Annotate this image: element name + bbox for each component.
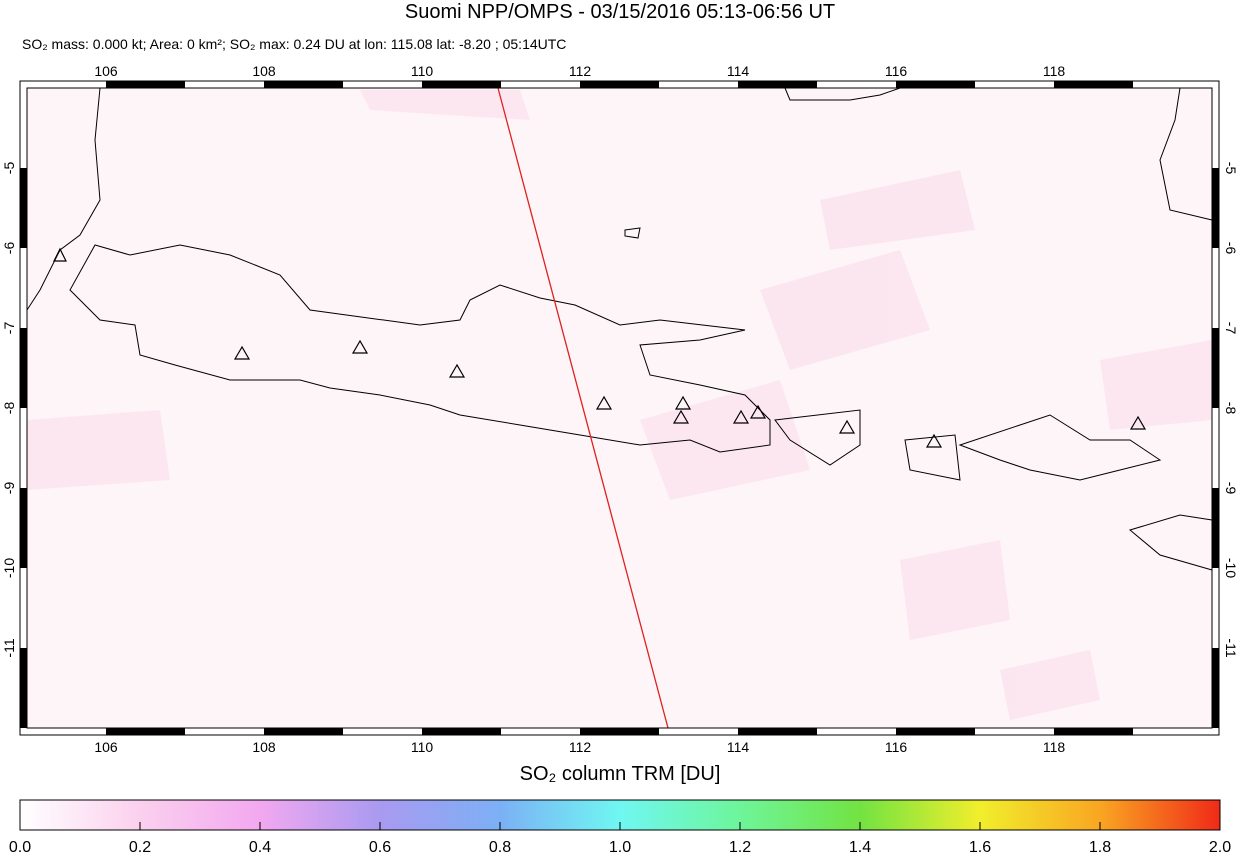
x-tick-label: 110 xyxy=(411,63,434,79)
frame-segment xyxy=(20,648,27,728)
orbit-track xyxy=(497,87,669,729)
x-tick-label: 112 xyxy=(569,63,592,79)
frame-segment xyxy=(580,728,659,735)
frame-segment xyxy=(501,81,580,88)
frame-segment xyxy=(1054,728,1133,735)
colorbar-tick-label: 1.2 xyxy=(729,839,751,855)
y-tick-label: -8 xyxy=(1,402,17,415)
frame-segment xyxy=(422,81,501,88)
x-tick-label: 112 xyxy=(569,739,592,755)
x-tick-label: 108 xyxy=(252,739,276,755)
frame-segment xyxy=(659,728,738,735)
frame-segment xyxy=(501,728,580,735)
colorbar-tick-label: 2.0 xyxy=(1209,839,1231,855)
frame-segment xyxy=(896,81,975,88)
x-tick-label: 114 xyxy=(727,63,750,79)
frame-segment xyxy=(1133,81,1212,88)
frame-segment xyxy=(738,728,817,735)
frame-segment xyxy=(1212,408,1219,488)
frame-segment xyxy=(659,81,738,88)
y-tick-label: -9 xyxy=(1223,482,1239,495)
x-tick-label: 110 xyxy=(411,739,434,755)
frame-segment xyxy=(264,728,343,735)
frame-segment xyxy=(20,408,27,488)
frame-segment xyxy=(817,728,896,735)
y-tick-label: -11 xyxy=(1,638,17,657)
frame-segment xyxy=(343,81,422,88)
colorbar-tick-label: 0.0 xyxy=(9,839,31,855)
frame-segment xyxy=(422,728,501,735)
frame-segment xyxy=(20,568,27,648)
y-tick-label: -5 xyxy=(1,162,17,175)
frame-segment xyxy=(738,81,817,88)
y-tick-label: -10 xyxy=(1223,558,1239,578)
frame-segment xyxy=(975,728,1054,735)
frame-segment xyxy=(106,728,185,735)
frame-segment xyxy=(185,81,264,88)
subtitle: SO₂ mass: 0.000 kt; Area: 0 km²; SO₂ max… xyxy=(22,36,566,52)
y-tick-label: -10 xyxy=(1,558,17,578)
map: 106 106 108 108 110 110 112 112 114 114 116 116 118 1… xyxy=(1,63,1239,755)
frame-segment xyxy=(27,81,106,88)
colorbar-tick-label: 1.0 xyxy=(609,839,631,855)
colorbar-label: SO₂ column TRM [DU] xyxy=(520,763,721,785)
frame-segment xyxy=(20,168,27,248)
frame-segment xyxy=(20,328,27,408)
x-tick-label: 114 xyxy=(727,739,750,755)
frame-segment xyxy=(1212,328,1219,408)
frame-border xyxy=(19,80,1220,736)
y-tick-label: -7 xyxy=(1223,322,1239,335)
frame-segment xyxy=(580,81,659,88)
colorbar-tick-label: 0.2 xyxy=(129,839,151,855)
x-tick-label: 108 xyxy=(252,63,276,79)
frame-segment xyxy=(1212,168,1219,248)
frame-segment xyxy=(1212,88,1219,168)
frame-segment xyxy=(1212,648,1219,728)
colorbar-tick-label: 0.4 xyxy=(249,839,271,855)
x-tick-label: 118 xyxy=(1043,739,1066,755)
frame-segment xyxy=(1054,81,1133,88)
y-tick-label: -9 xyxy=(1,482,17,495)
volcanoes xyxy=(53,247,1147,448)
frame-segment xyxy=(817,81,896,88)
frame-segment xyxy=(20,88,27,168)
colorbar-tick-label: 1.4 xyxy=(849,839,871,855)
y-tick-label: -6 xyxy=(1,242,17,255)
frame-segment xyxy=(20,488,27,568)
y-tick-label: -11 xyxy=(1223,638,1239,657)
title: Suomi NPP/OMPS - 03/15/2016 05:13-06:56 … xyxy=(405,1,835,23)
frame-segment xyxy=(106,81,185,88)
frame-segment xyxy=(1212,568,1219,648)
y-tick-label: -7 xyxy=(1,322,17,335)
frame-segment xyxy=(27,728,106,735)
frame-segment xyxy=(20,248,27,328)
frame-segment xyxy=(1212,488,1219,568)
y-tick-label: -5 xyxy=(1223,162,1239,175)
colorbar-tick-label: 1.8 xyxy=(1089,839,1111,855)
x-tick-label: 106 xyxy=(94,739,118,755)
colorbar-tick-label: 1.6 xyxy=(969,839,991,855)
frame-segment xyxy=(896,728,975,735)
frame-segment xyxy=(1133,728,1212,735)
y-tick-label: -6 xyxy=(1223,242,1239,255)
map-background xyxy=(27,88,1212,728)
frame-segment xyxy=(975,81,1054,88)
so2-patches xyxy=(27,90,1212,720)
colorbar-tick-label: 0.6 xyxy=(369,839,391,855)
frame-segment xyxy=(264,81,343,88)
x-tick-label: 116 xyxy=(885,739,908,755)
coastlines xyxy=(26,87,1213,571)
frame-segment xyxy=(1212,248,1219,328)
frame-segment xyxy=(185,728,264,735)
plot-border xyxy=(26,87,1213,729)
frame-segment xyxy=(343,728,422,735)
x-tick-label: 106 xyxy=(94,63,118,79)
colorbar-tick-label: 0.8 xyxy=(489,839,511,855)
y-tick-label: -8 xyxy=(1223,402,1239,415)
x-tick-label: 116 xyxy=(885,63,908,79)
x-tick-label: 118 xyxy=(1043,63,1066,79)
